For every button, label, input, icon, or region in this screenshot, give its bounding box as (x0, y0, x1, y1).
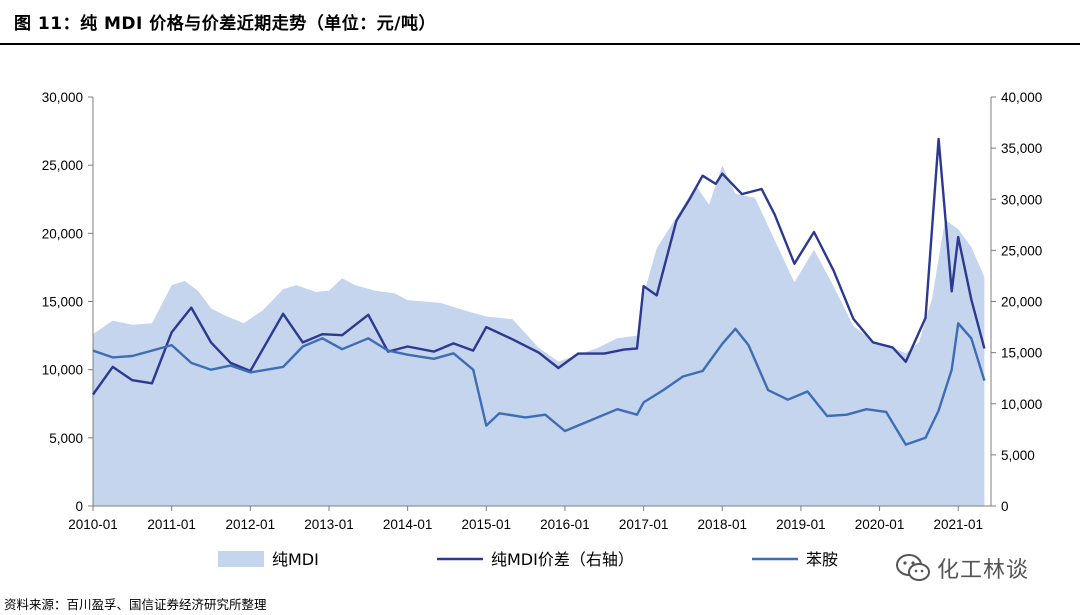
x-tick-label: 2014-01 (383, 517, 433, 532)
y-left-tick-label: 25,000 (42, 158, 83, 173)
area-series-pure-mdi (93, 165, 985, 506)
x-tick-label: 2015-01 (462, 517, 512, 532)
wechat-icon (896, 554, 930, 581)
y-left-tick-label: 15,000 (42, 295, 83, 310)
x-tick-label: 2018-01 (697, 517, 747, 532)
area-series-group (93, 165, 985, 506)
y-right-tick-label: 35,000 (1001, 141, 1042, 156)
y-left-tick-label: 5,000 (49, 431, 83, 446)
line-series-aniline (92, 322, 986, 446)
y-right-tick-label: 15,000 (1001, 346, 1042, 361)
x-tick-label: 2011-01 (147, 517, 196, 532)
title-divider (0, 43, 1080, 45)
y-right-tick-label: 5,000 (1001, 448, 1035, 463)
x-tick-label: 2017-01 (619, 517, 669, 532)
x-tick-label: 2020-01 (855, 517, 905, 532)
x-tick-label: 2010-01 (68, 517, 118, 532)
y-left-tick-label: 20,000 (42, 226, 83, 241)
axes-group (88, 96, 996, 511)
y-right-tick-label: 10,000 (1001, 397, 1042, 412)
y-left-tick-label: 10,000 (42, 363, 83, 378)
y-left-tick-label: 30,000 (42, 90, 83, 105)
legend: 纯MDI 纯MDI价差（右轴） 苯胺 (218, 550, 838, 569)
chart-title: 图 11：纯 MDI 价格与价差近期走势（单位：元/吨） (14, 14, 436, 34)
y-right-tick-label: 0 (1001, 499, 1009, 514)
y-right-tick-label: 25,000 (1001, 243, 1042, 258)
title-bar: 图 11：纯 MDI 价格与价差近期走势（单位：元/吨） (0, 0, 1080, 45)
y-right-tick-label: 40,000 (1001, 90, 1042, 105)
line-series-mdi-spread (92, 137, 986, 396)
legend-swatch-pure-mdi (218, 551, 264, 567)
watermark-text: 化工林谈 (937, 558, 1030, 583)
source-note: 资料来源：百川盈孚、国信证券经济研究所整理 (4, 597, 267, 612)
y-left-tick-label: 0 (75, 499, 83, 514)
x-tick-label: 2019-01 (776, 517, 826, 532)
y-right-tick-label: 20,000 (1001, 295, 1042, 310)
x-tick-label: 2013-01 (304, 517, 354, 532)
legend-label: 纯MDI价差（右轴） (491, 550, 634, 569)
x-tick-label: 2012-01 (226, 517, 276, 532)
legend-label: 纯MDI (272, 550, 319, 569)
y-right-tick-label: 30,000 (1001, 192, 1042, 207)
x-tick-label: 2016-01 (540, 517, 590, 532)
tick-label-group: 0 5,000 10,000 15,000 20,000 25,000 30,000 0 5,0… (42, 90, 1043, 532)
watermark: 化工林谈 (895, 551, 1029, 585)
x-tick-label: 2021-01 (933, 517, 983, 532)
line-series-group (92, 137, 986, 446)
legend-label: 苯胺 (806, 550, 838, 569)
